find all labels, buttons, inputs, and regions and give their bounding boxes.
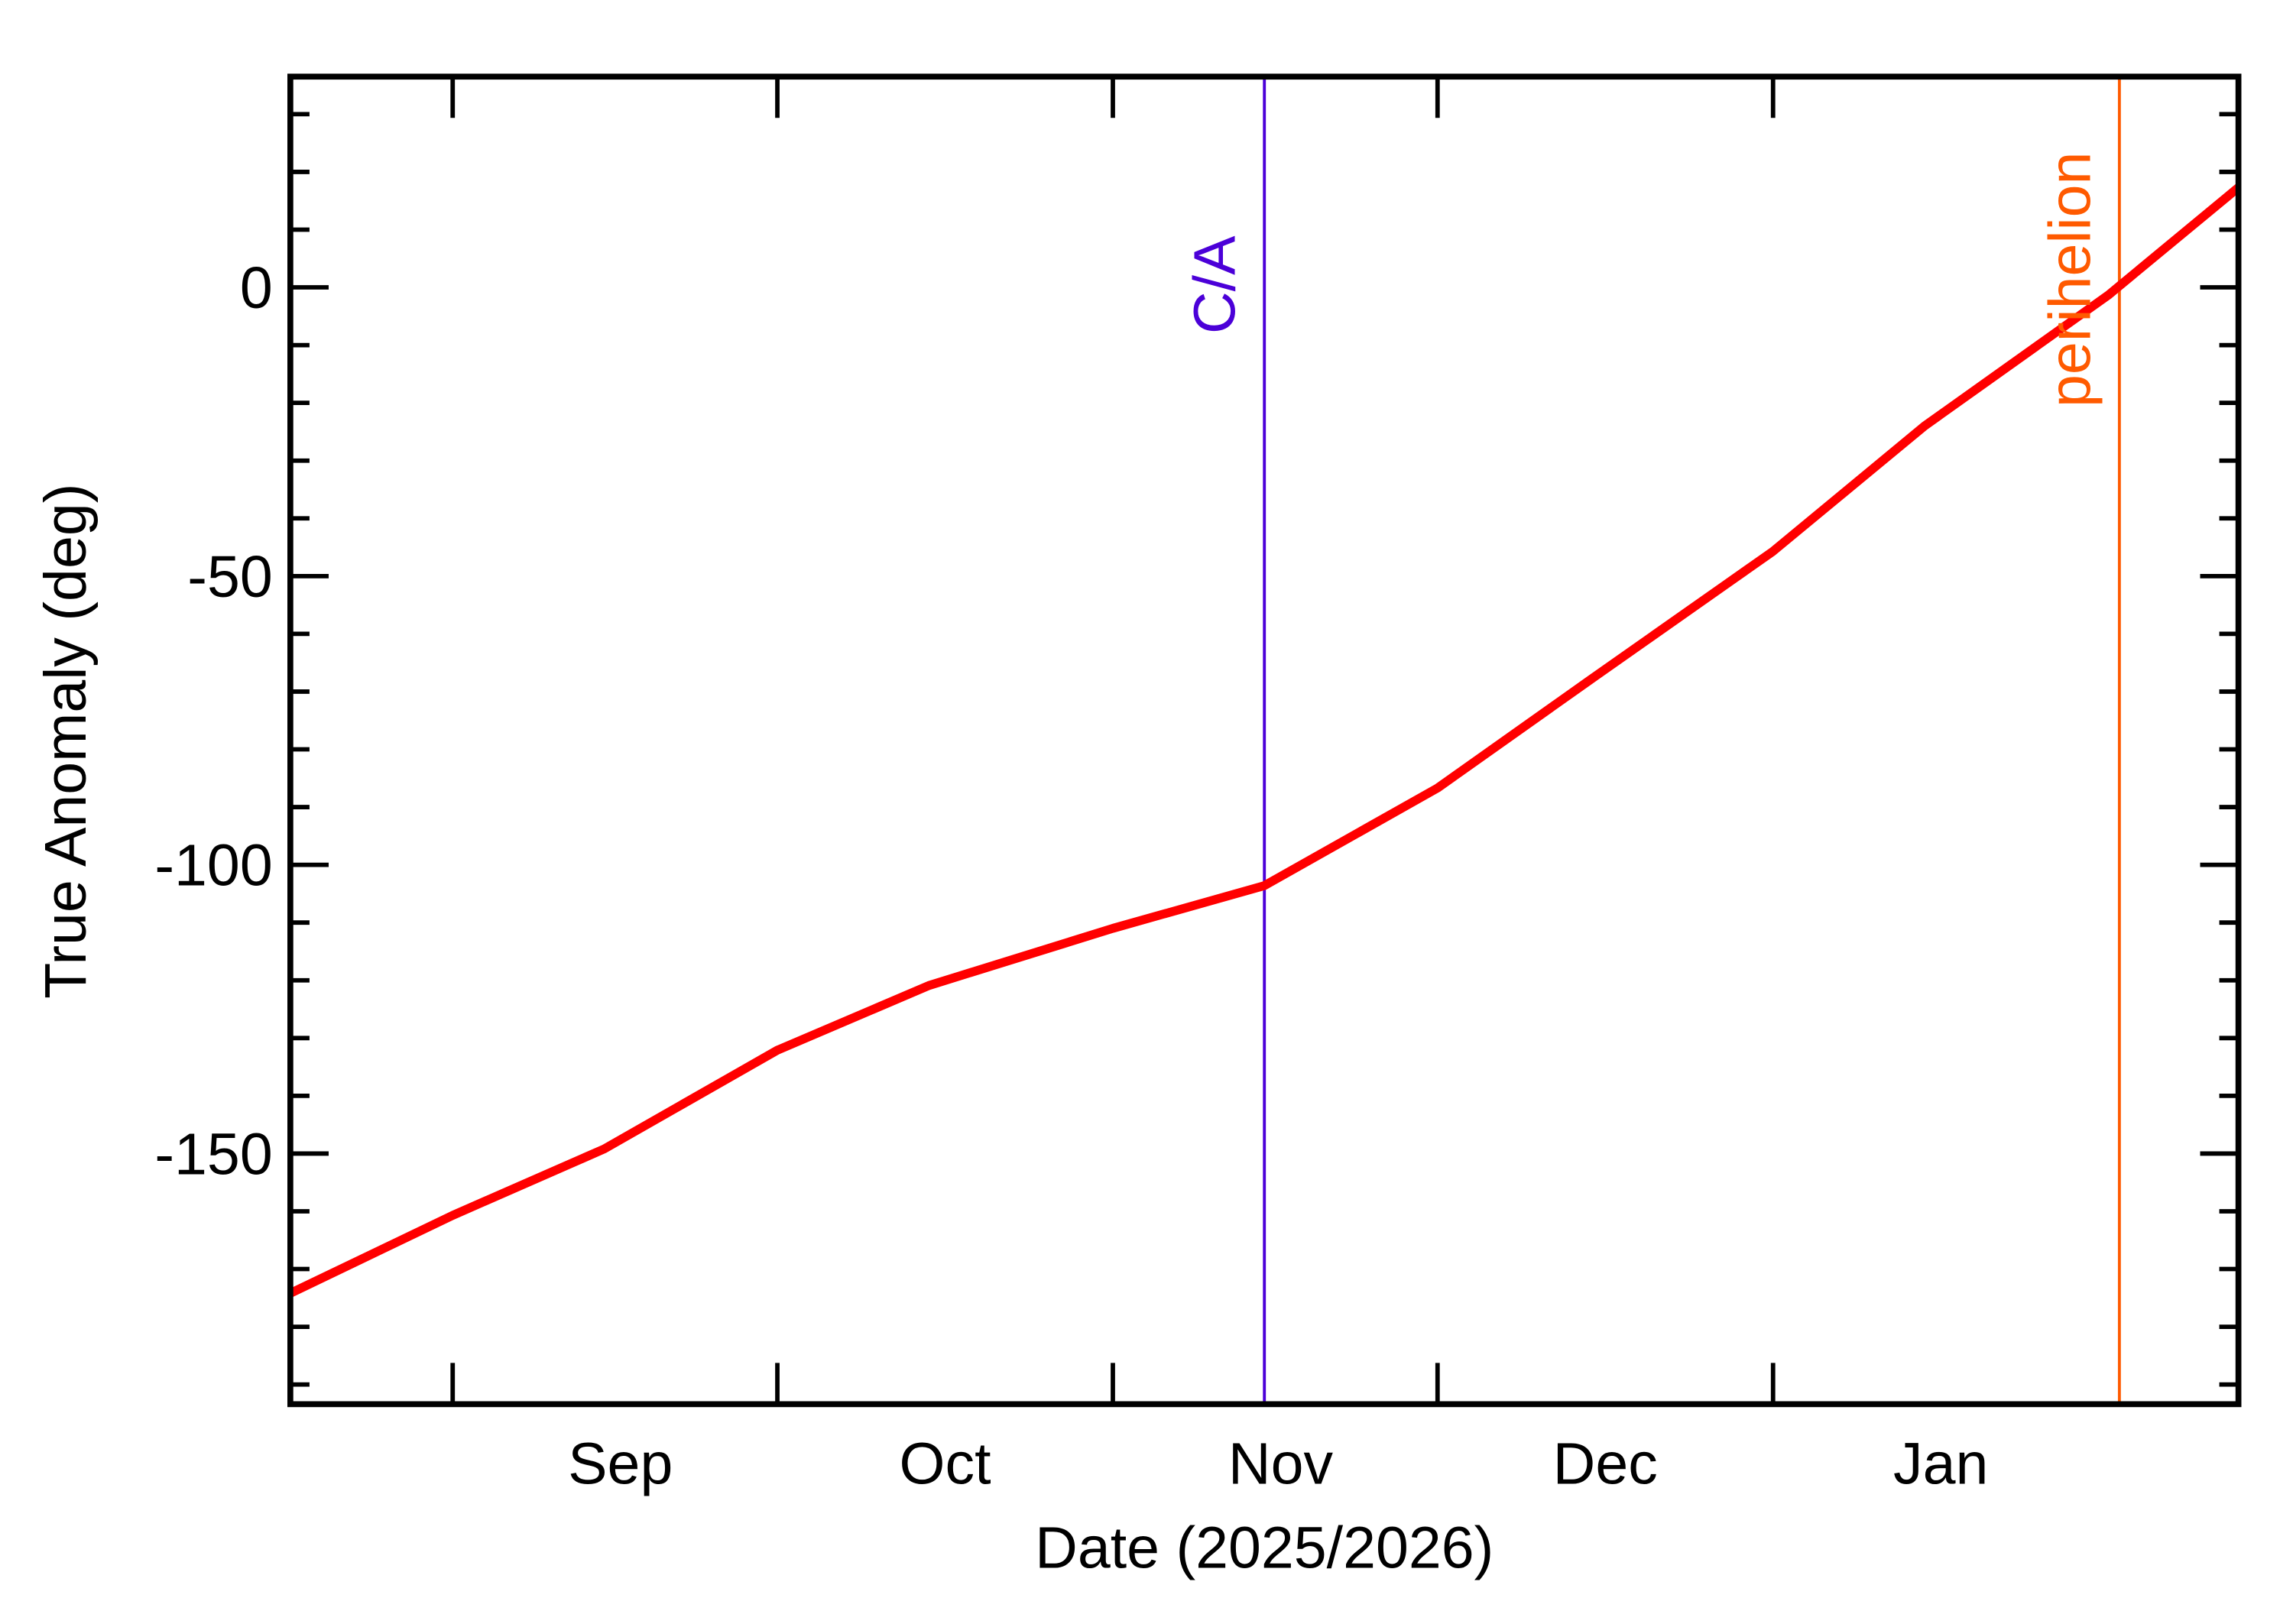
y-tick-label: -50 bbox=[187, 544, 272, 610]
y-axis-title: True Anomaly (deg) bbox=[33, 484, 99, 999]
data-line bbox=[288, 183, 2242, 1298]
y-tick-label: 0 bbox=[240, 255, 273, 321]
x-tick-label: Oct bbox=[900, 1431, 991, 1496]
marker-label: perihelion bbox=[2037, 152, 2103, 407]
x-tick-label: Jan bbox=[1893, 1431, 1988, 1496]
x-tick-label: Sep bbox=[568, 1431, 673, 1496]
y-tick-label: -150 bbox=[154, 1121, 272, 1187]
plot-frame bbox=[287, 73, 2242, 1408]
x-tick-label: Nov bbox=[1228, 1431, 1334, 1496]
x-tick-label: Dec bbox=[1553, 1431, 1658, 1496]
marker-label: C/A bbox=[1182, 235, 1248, 334]
x-axis-title: Date (2025/2026) bbox=[1035, 1515, 1494, 1580]
y-tick-label: -100 bbox=[154, 833, 272, 899]
